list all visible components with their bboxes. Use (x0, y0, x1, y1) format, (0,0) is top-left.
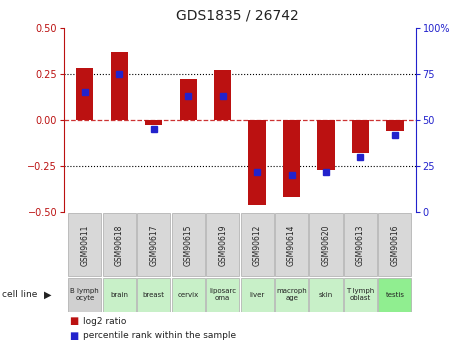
Bar (76, 68, 94, 120)
Text: ▶: ▶ (44, 290, 52, 300)
Text: GSM90617: GSM90617 (149, 224, 158, 266)
Bar (180, 79, 197, 120)
FancyBboxPatch shape (379, 278, 411, 312)
Text: T lymph
oblast: T lymph oblast (346, 288, 375, 302)
FancyBboxPatch shape (171, 278, 205, 312)
Bar (386, 120, 404, 131)
FancyBboxPatch shape (240, 278, 274, 312)
Bar (283, 120, 300, 197)
FancyBboxPatch shape (137, 214, 170, 276)
FancyBboxPatch shape (310, 278, 342, 312)
FancyBboxPatch shape (379, 214, 411, 276)
Text: GSM90618: GSM90618 (115, 224, 124, 266)
FancyBboxPatch shape (171, 214, 205, 276)
Text: macroph
age: macroph age (276, 288, 307, 302)
FancyBboxPatch shape (137, 278, 170, 312)
Text: brain: brain (110, 292, 128, 298)
FancyBboxPatch shape (103, 214, 136, 276)
Text: ■: ■ (69, 316, 78, 326)
Text: GSM90612: GSM90612 (253, 224, 262, 266)
Text: GSM90614: GSM90614 (287, 224, 296, 266)
FancyBboxPatch shape (68, 214, 101, 276)
Text: GSM90620: GSM90620 (322, 224, 331, 266)
Bar (214, 70, 231, 120)
Text: liposarc
oma: liposarc oma (209, 288, 236, 302)
FancyBboxPatch shape (344, 278, 377, 312)
Text: GSM90615: GSM90615 (184, 224, 193, 266)
Text: GSM90616: GSM90616 (390, 224, 399, 266)
FancyBboxPatch shape (275, 278, 308, 312)
Text: ■: ■ (69, 331, 78, 341)
Bar (145, 120, 162, 126)
Text: GSM90613: GSM90613 (356, 224, 365, 266)
Text: testis: testis (385, 292, 404, 298)
FancyBboxPatch shape (68, 278, 101, 312)
FancyBboxPatch shape (310, 214, 342, 276)
Text: GSM90611: GSM90611 (80, 224, 89, 266)
FancyBboxPatch shape (275, 214, 308, 276)
Text: B lymph
ocyte: B lymph ocyte (70, 288, 99, 302)
Bar (317, 120, 335, 170)
FancyBboxPatch shape (103, 278, 136, 312)
Text: GDS1835 / 26742: GDS1835 / 26742 (176, 9, 299, 23)
Text: GSM90619: GSM90619 (218, 224, 227, 266)
Text: skin: skin (319, 292, 333, 298)
Bar (248, 120, 266, 205)
Text: cervix: cervix (178, 292, 199, 298)
FancyBboxPatch shape (206, 214, 239, 276)
FancyBboxPatch shape (240, 214, 274, 276)
Bar (111, 52, 128, 120)
FancyBboxPatch shape (206, 278, 239, 312)
Text: cell line: cell line (2, 290, 38, 299)
Text: breast: breast (142, 292, 165, 298)
Text: percentile rank within the sample: percentile rank within the sample (83, 331, 236, 340)
Bar (352, 120, 369, 153)
Text: log2 ratio: log2 ratio (83, 317, 126, 326)
FancyBboxPatch shape (344, 214, 377, 276)
Text: liver: liver (249, 292, 265, 298)
